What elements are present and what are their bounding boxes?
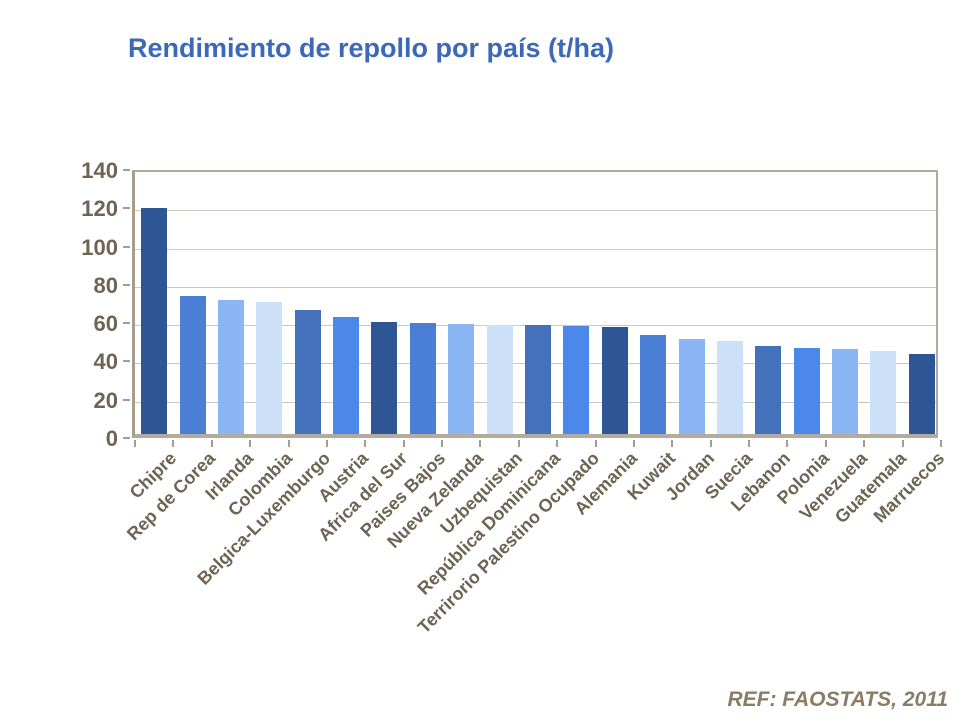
x-tick <box>594 440 597 447</box>
y-tick-label: 40 <box>93 349 118 375</box>
x-tick <box>824 440 827 447</box>
x-tick <box>786 440 789 447</box>
plot-area <box>132 170 942 447</box>
bar <box>333 317 360 434</box>
x-tick <box>479 440 482 447</box>
bar <box>755 345 782 434</box>
x-tick <box>632 440 635 447</box>
bar <box>294 309 321 434</box>
y-tick <box>123 322 130 325</box>
bar <box>525 324 551 434</box>
chart-title: Rendimiento de repollo por país (t/ha) <box>128 33 615 63</box>
x-tick <box>325 440 328 447</box>
x-tick <box>901 440 904 447</box>
bar <box>908 353 935 434</box>
y-tick-label: 100 <box>81 234 118 260</box>
x-tick <box>172 440 175 447</box>
x-tick <box>249 440 252 447</box>
gridline <box>135 210 936 212</box>
x-tick <box>134 440 136 447</box>
bar <box>179 296 206 434</box>
y-tick-label: 60 <box>93 311 118 337</box>
y-tick-label: 80 <box>93 272 118 298</box>
gridline <box>135 248 936 250</box>
y-tick-label: 20 <box>93 387 118 413</box>
bar <box>371 322 398 434</box>
bar <box>563 325 590 434</box>
x-tick <box>402 440 405 447</box>
x-tick <box>748 440 751 447</box>
bar <box>678 339 705 434</box>
y-tick <box>123 245 130 248</box>
x-tick <box>556 440 559 447</box>
x-tick <box>863 440 866 447</box>
bar <box>409 322 436 434</box>
gridline <box>135 286 936 288</box>
bar <box>793 347 820 434</box>
y-tick-label: 0 <box>105 426 118 451</box>
x-tick <box>940 440 942 447</box>
x-tick <box>364 440 367 447</box>
y-tick <box>123 398 130 401</box>
bar <box>217 300 244 434</box>
y-tick-label: 120 <box>81 196 118 222</box>
bar <box>870 350 897 434</box>
x-tick <box>517 440 520 447</box>
bar <box>716 341 743 434</box>
x-tick <box>709 440 712 447</box>
y-tick <box>123 360 130 363</box>
bar <box>486 324 513 434</box>
bar <box>640 335 667 434</box>
x-tick <box>210 440 213 447</box>
x-tick <box>441 440 444 447</box>
y-tick-label: 140 <box>81 158 118 183</box>
y-tick <box>123 283 130 286</box>
bar <box>448 323 475 434</box>
bar <box>256 301 283 434</box>
x-tick <box>287 440 290 447</box>
reference-note: REF: FAOSTATS, 2011 <box>727 688 948 711</box>
y-tick <box>123 169 130 171</box>
x-tick <box>671 440 674 447</box>
bar <box>601 326 628 434</box>
y-tick <box>123 207 130 210</box>
bar <box>141 208 168 434</box>
y-tick <box>123 437 130 439</box>
bar <box>832 348 859 434</box>
